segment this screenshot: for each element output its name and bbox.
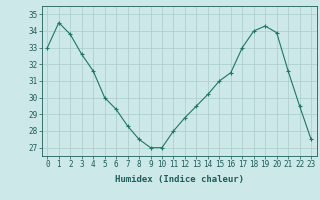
X-axis label: Humidex (Indice chaleur): Humidex (Indice chaleur) — [115, 175, 244, 184]
